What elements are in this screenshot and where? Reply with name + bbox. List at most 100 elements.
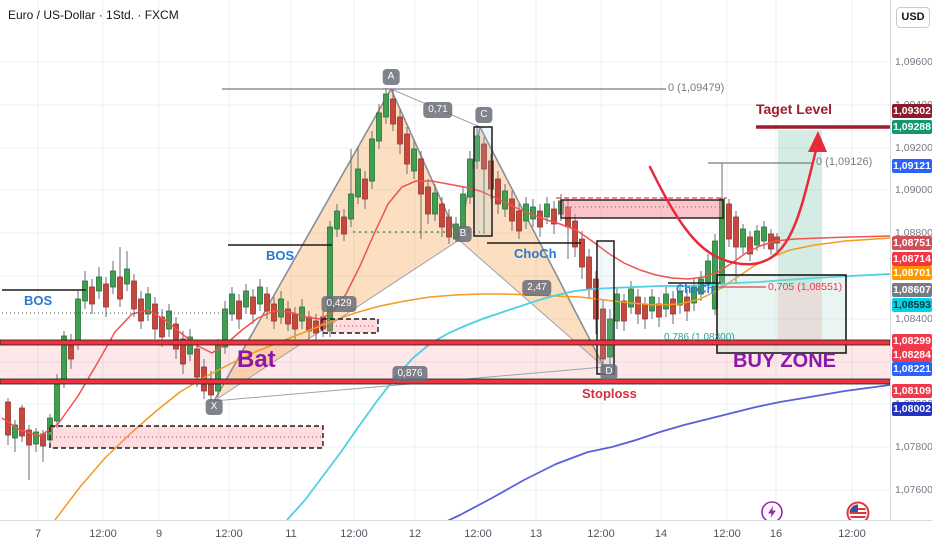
- candle-body: [600, 308, 606, 360]
- lightning-bolt: [768, 506, 776, 518]
- bos-mid-label: BOS: [266, 248, 295, 263]
- candle-body: [740, 228, 746, 248]
- candle-body: [691, 286, 697, 304]
- candle-body: [166, 310, 172, 330]
- candle-body: [327, 226, 333, 332]
- time-tick[interactable]: 12:00: [464, 528, 492, 540]
- currency-button[interactable]: USD: [896, 7, 930, 28]
- candle-body: [670, 298, 676, 315]
- chart-area[interactable]: 0 (1,09479) 0 (1,09126) Taget Level BOS BOS C…: [0, 0, 890, 520]
- buy-zone-label: BUY ZONE: [733, 350, 836, 372]
- demand-box-small[interactable]: [321, 318, 379, 334]
- us-flag-stripes: [849, 504, 867, 518]
- candle-body: [278, 298, 284, 318]
- pattern-ratio-line[interactable]: [458, 239, 605, 368]
- candle-body: [348, 193, 354, 220]
- price-tick: 1,09200: [895, 142, 932, 154]
- choch-2-label: ChoCh: [676, 284, 714, 296]
- pattern-pill-A[interactable]: A: [382, 69, 400, 85]
- price-label[interactable]: 1,08221: [892, 362, 932, 376]
- time-tick[interactable]: 7: [34, 528, 42, 540]
- pattern-pill-C[interactable]: C: [475, 107, 493, 123]
- time-tick[interactable]: 12:00: [215, 528, 243, 540]
- candle-body: [747, 236, 753, 255]
- candle-body: [481, 143, 487, 170]
- candle-body: [103, 283, 109, 308]
- price-label[interactable]: 1,08284: [892, 348, 932, 362]
- candle-body: [96, 276, 102, 292]
- chart-canvas[interactable]: [0, 0, 890, 520]
- price-label[interactable]: 1,08002: [892, 402, 932, 416]
- candle-body: [138, 298, 144, 322]
- buy-zone-fill[interactable]: [0, 345, 890, 379]
- candle-body: [439, 203, 445, 228]
- time-tick[interactable]: 12:00: [89, 528, 117, 540]
- price-label[interactable]: 1,08593: [892, 298, 932, 312]
- candle-body: [299, 306, 305, 322]
- fib-zero-a-label: 0 (1,09479): [668, 82, 725, 94]
- pattern-pill-D[interactable]: D: [600, 364, 618, 380]
- candle-body: [383, 93, 389, 118]
- candle-body: [614, 293, 620, 322]
- candle-body: [152, 303, 158, 330]
- buy-zone-bottom-band[interactable]: [0, 378, 890, 385]
- buy-zone-top-band[interactable]: [0, 339, 890, 346]
- bos-left-label: BOS: [24, 293, 53, 308]
- fib-zero-mid-label: 0 (1,09126): [816, 156, 873, 168]
- price-label[interactable]: 1,09121: [892, 159, 932, 173]
- price-label[interactable]: 1,08109: [892, 384, 932, 398]
- candle-body: [754, 230, 760, 246]
- candle-body: [250, 296, 256, 315]
- pattern-pill-2_47[interactable]: 2,47: [522, 280, 552, 296]
- time-tick[interactable]: 12:00: [587, 528, 615, 540]
- candle-body: [264, 293, 270, 312]
- selection-rect-d[interactable]: [596, 240, 615, 375]
- ma-slow-cyan: [286, 273, 890, 520]
- pattern-pill-0_71[interactable]: 0,71: [423, 102, 453, 118]
- demand-box-bottom-left[interactable]: [49, 425, 324, 449]
- candle-body: [467, 158, 473, 198]
- candle-body: [446, 216, 452, 238]
- time-tick[interactable]: 12:00: [340, 528, 368, 540]
- projection-band-red[interactable]: [778, 287, 822, 341]
- price-label[interactable]: 1,08751: [892, 236, 932, 250]
- bat-pattern-label: Bat: [237, 346, 276, 373]
- pattern-pill-0_429[interactable]: 0,429: [321, 296, 357, 312]
- candle-body: [82, 280, 88, 302]
- price-label[interactable]: 1,08607: [892, 283, 932, 297]
- time-axis[interactable]: 7 12:00 9 12:00 11 12:00 12 12:00 13 12:00 14 12:00…: [0, 520, 932, 550]
- candle-body: [159, 316, 165, 338]
- supply-box-mid[interactable]: [560, 199, 724, 219]
- projection-arrow[interactable]: [648, 148, 818, 266]
- price-label[interactable]: 1,09302: [892, 104, 932, 118]
- pattern-pill-B[interactable]: B: [454, 226, 472, 242]
- candle-body: [551, 208, 557, 225]
- time-tick[interactable]: 13: [529, 528, 543, 540]
- pattern-pill-X[interactable]: X: [205, 399, 223, 415]
- pattern-leg-line[interactable]: [479, 126, 605, 368]
- price-label[interactable]: 1,09288: [892, 120, 932, 134]
- price-label[interactable]: 1,08714: [892, 252, 932, 266]
- target-level-label: Taget Level: [756, 101, 832, 117]
- time-tick[interactable]: 12:00: [713, 528, 741, 540]
- candle-body: [530, 206, 536, 220]
- price-axis[interactable]: USD 1,096001,094001,092001,090001,088001…: [890, 0, 932, 520]
- price-label[interactable]: 1,08701: [892, 266, 932, 280]
- time-tick[interactable]: 14: [654, 528, 668, 540]
- candle-body: [460, 193, 466, 228]
- pattern-leg-line[interactable]: [390, 88, 460, 241]
- price-label[interactable]: 1,08299: [892, 334, 932, 348]
- pattern-pill-0_876[interactable]: 0,876: [392, 366, 428, 382]
- time-tick[interactable]: 12:00: [838, 528, 866, 540]
- time-tick[interactable]: 11: [285, 528, 297, 540]
- pattern-ratio-line[interactable]: [213, 239, 460, 402]
- time-tick[interactable]: 12: [408, 528, 422, 540]
- candle-body: [229, 293, 235, 315]
- time-tick[interactable]: 16: [769, 528, 783, 540]
- candle-body: [516, 210, 522, 232]
- price-tick: 1,07600: [895, 484, 932, 496]
- time-tick[interactable]: 9: [155, 528, 163, 540]
- selection-rect-c[interactable]: [473, 126, 493, 237]
- candle-body: [544, 203, 550, 218]
- candle-body: [628, 288, 634, 308]
